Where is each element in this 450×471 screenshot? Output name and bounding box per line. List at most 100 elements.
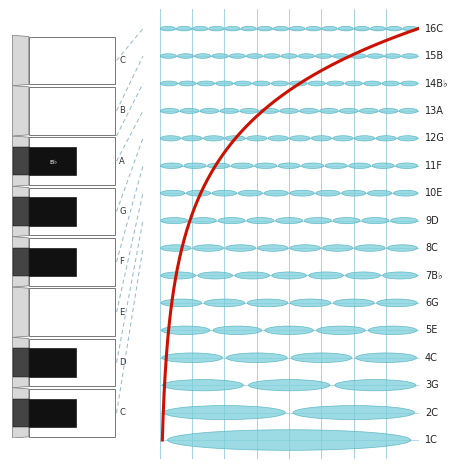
Ellipse shape — [293, 406, 414, 420]
Ellipse shape — [290, 299, 331, 307]
Ellipse shape — [200, 108, 219, 114]
Ellipse shape — [333, 136, 353, 141]
Text: 10E: 10E — [425, 188, 443, 198]
Ellipse shape — [333, 299, 374, 307]
Ellipse shape — [398, 136, 418, 141]
Polygon shape — [13, 236, 29, 287]
Polygon shape — [13, 147, 29, 175]
Text: 6G: 6G — [425, 298, 439, 308]
Ellipse shape — [225, 26, 240, 31]
Ellipse shape — [162, 380, 243, 391]
Ellipse shape — [335, 380, 416, 391]
Ellipse shape — [393, 190, 418, 196]
Ellipse shape — [345, 81, 363, 86]
Ellipse shape — [161, 272, 196, 279]
Ellipse shape — [379, 108, 398, 114]
Ellipse shape — [184, 163, 206, 169]
Ellipse shape — [342, 190, 366, 196]
Ellipse shape — [203, 136, 224, 141]
Bar — [29, 389, 115, 437]
Bar — [29, 349, 76, 377]
Ellipse shape — [213, 326, 262, 334]
Text: 3G: 3G — [425, 380, 439, 390]
Ellipse shape — [362, 218, 389, 224]
Ellipse shape — [162, 353, 222, 363]
Bar — [29, 37, 115, 84]
Ellipse shape — [403, 26, 418, 31]
Ellipse shape — [391, 218, 418, 224]
Ellipse shape — [382, 272, 418, 279]
Ellipse shape — [333, 218, 360, 224]
Text: 11F: 11F — [425, 161, 443, 171]
Ellipse shape — [304, 218, 331, 224]
Text: D: D — [119, 358, 126, 367]
Ellipse shape — [281, 54, 297, 58]
Bar — [29, 288, 115, 336]
Bar — [29, 137, 115, 185]
Ellipse shape — [387, 245, 418, 252]
Ellipse shape — [160, 26, 176, 31]
Ellipse shape — [327, 81, 344, 86]
Ellipse shape — [234, 81, 252, 86]
Ellipse shape — [189, 218, 216, 224]
Ellipse shape — [370, 26, 386, 31]
Text: C: C — [119, 56, 125, 65]
Ellipse shape — [290, 245, 320, 252]
Ellipse shape — [396, 163, 418, 169]
Ellipse shape — [368, 190, 392, 196]
Text: B: B — [119, 106, 125, 115]
Text: 16C: 16C — [425, 24, 444, 33]
Polygon shape — [13, 399, 29, 427]
Ellipse shape — [241, 26, 256, 31]
Ellipse shape — [290, 81, 307, 86]
Text: 7B♭: 7B♭ — [425, 270, 443, 280]
Bar — [29, 187, 115, 236]
Ellipse shape — [311, 136, 332, 141]
Ellipse shape — [306, 26, 321, 31]
Ellipse shape — [368, 326, 417, 334]
Ellipse shape — [302, 163, 324, 169]
Ellipse shape — [278, 163, 300, 169]
Text: B$\flat$: B$\flat$ — [49, 157, 57, 166]
Ellipse shape — [225, 136, 245, 141]
Ellipse shape — [346, 272, 380, 279]
Ellipse shape — [382, 81, 400, 86]
Ellipse shape — [160, 108, 179, 114]
Ellipse shape — [298, 54, 315, 58]
Ellipse shape — [339, 108, 358, 114]
Text: F: F — [119, 257, 124, 266]
Ellipse shape — [264, 190, 288, 196]
Ellipse shape — [226, 353, 287, 363]
Ellipse shape — [264, 54, 280, 58]
Text: 15B: 15B — [425, 51, 444, 61]
Polygon shape — [13, 388, 29, 438]
Ellipse shape — [322, 26, 337, 31]
Text: G: G — [119, 207, 126, 216]
Ellipse shape — [240, 108, 259, 114]
Ellipse shape — [180, 108, 199, 114]
Bar — [29, 399, 76, 427]
Polygon shape — [13, 136, 29, 187]
Bar — [29, 197, 76, 226]
Polygon shape — [13, 248, 29, 276]
Ellipse shape — [161, 218, 188, 224]
Ellipse shape — [247, 54, 263, 58]
Ellipse shape — [161, 245, 191, 252]
Ellipse shape — [350, 54, 366, 58]
Text: 4C: 4C — [425, 353, 438, 363]
Text: 5E: 5E — [425, 325, 437, 335]
Bar — [29, 147, 76, 175]
Polygon shape — [13, 287, 29, 337]
Ellipse shape — [186, 190, 211, 196]
Ellipse shape — [387, 26, 402, 31]
Ellipse shape — [271, 81, 288, 86]
Polygon shape — [13, 349, 29, 377]
Ellipse shape — [325, 163, 347, 169]
Ellipse shape — [356, 353, 417, 363]
Ellipse shape — [247, 218, 274, 224]
Ellipse shape — [255, 163, 277, 169]
Ellipse shape — [316, 326, 365, 334]
Ellipse shape — [338, 26, 353, 31]
Ellipse shape — [161, 299, 202, 307]
Ellipse shape — [265, 326, 314, 334]
